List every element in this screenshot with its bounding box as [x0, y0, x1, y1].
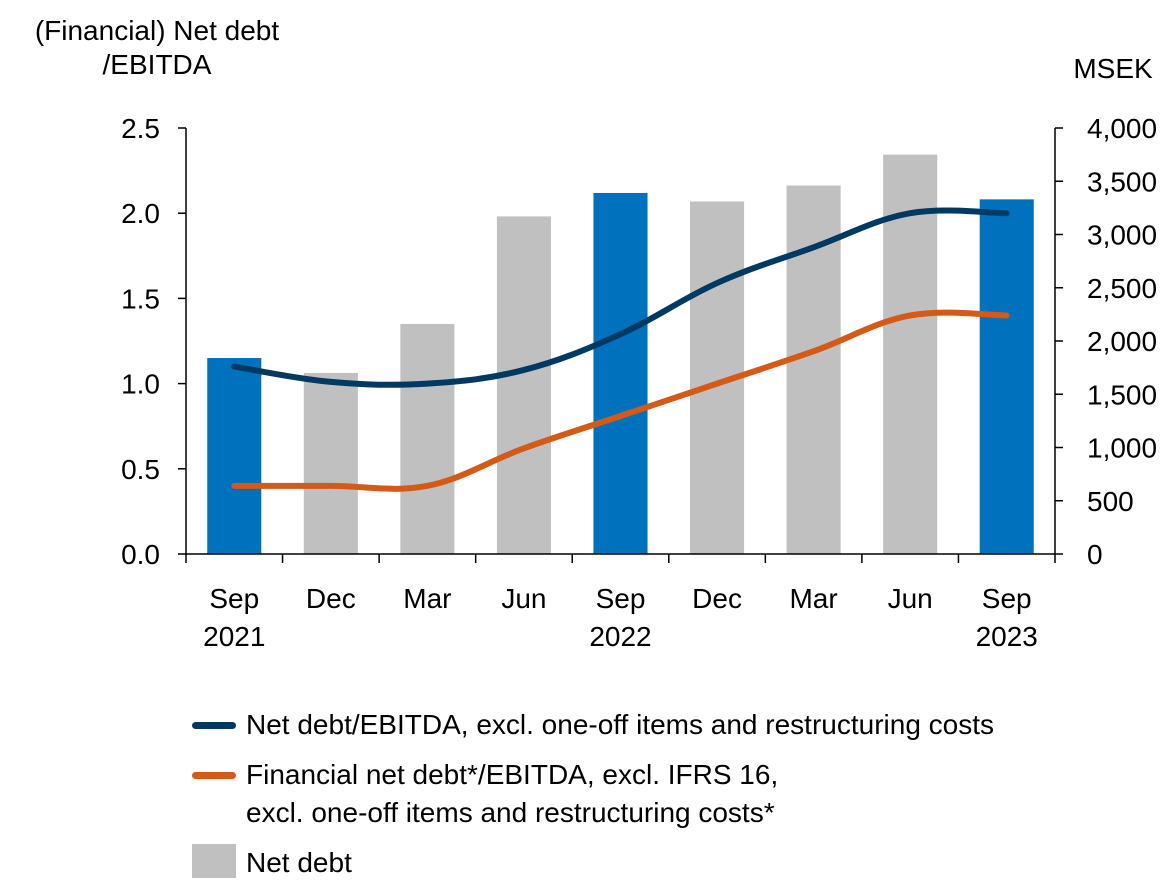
bar-net-debt: [400, 324, 454, 554]
left-tick-label: 0.0: [121, 539, 160, 570]
left-axis-title-line: /EBITDA: [103, 49, 212, 80]
right-tick-label: 1,000: [1087, 433, 1157, 464]
chart: (Financial) Net debt/EBITDA MSEK 0.0 0.5 1…: [0, 0, 1172, 700]
right-tick-label: 3,000: [1087, 220, 1157, 251]
x-tick-label: Sep: [596, 583, 646, 614]
left-axis-title: (Financial) Net debt/EBITDA: [35, 15, 280, 80]
left-tick-label: 0.5: [121, 454, 160, 485]
x-tick-label: Jun: [501, 583, 546, 614]
right-tick-label: 3,500: [1087, 166, 1157, 197]
bar-net-debt: [207, 358, 261, 554]
legend-item-financial-net-debt-ebitda: Financial net debt*/EBITDA, excl. IFRS 1…: [192, 756, 1152, 832]
x-tick-label: Sep: [209, 583, 259, 614]
bar-net-debt: [593, 193, 647, 554]
legend-item-net-debt-ebitda: Net debt/EBITDA, excl. one-off items and…: [192, 706, 1152, 744]
legend-label-financial-net-debt-ebitda: Financial net debt*/EBITDA, excl. IFRS 1…: [246, 756, 778, 832]
legend-label-net-debt-ebitda: Net debt/EBITDA, excl. one-off items and…: [246, 706, 994, 744]
bar-net-debt: [980, 199, 1034, 554]
right-tick-label: 2,000: [1087, 326, 1157, 357]
right-tick-label: 1,500: [1087, 379, 1157, 410]
x-tick-label: 2022: [589, 621, 651, 652]
legend: Net debt/EBITDA, excl. one-off items and…: [192, 706, 1152, 894]
x-tick-label: Jun: [888, 583, 933, 614]
right-tick-label: 2,500: [1087, 273, 1157, 304]
right-tick-label: 500: [1087, 486, 1134, 517]
x-tick-label: 2021: [203, 621, 265, 652]
x-tick-label: Mar: [789, 583, 837, 614]
right-axis-title: MSEK: [1073, 53, 1153, 84]
bar-net-debt: [497, 216, 551, 554]
right-tick-label: 4,000: [1087, 113, 1157, 144]
legend-swatch-financial-net-debt-ebitda: [192, 772, 236, 779]
x-tick-label: Mar: [403, 583, 451, 614]
legend-item-net-debt: Net debt: [192, 844, 1152, 882]
x-tick-label: Sep: [982, 583, 1032, 614]
left-axis-title-line: (Financial) Net debt: [35, 15, 280, 46]
legend-swatch-net-debt: [192, 844, 236, 878]
x-tick-label: Dec: [692, 583, 742, 614]
x-tick-label: Dec: [306, 583, 356, 614]
left-tick-label: 1.0: [121, 369, 160, 400]
x-tick-label: 2023: [976, 621, 1038, 652]
right-tick-label: 0: [1087, 539, 1103, 570]
legend-swatch-net-debt-ebitda: [192, 722, 236, 729]
legend-label-net-debt: Net debt: [246, 844, 352, 882]
left-tick-label: 2.5: [121, 113, 160, 144]
bar-net-debt: [304, 373, 358, 554]
left-tick-label: 1.5: [121, 283, 160, 314]
left-tick-label: 2.0: [121, 198, 160, 229]
